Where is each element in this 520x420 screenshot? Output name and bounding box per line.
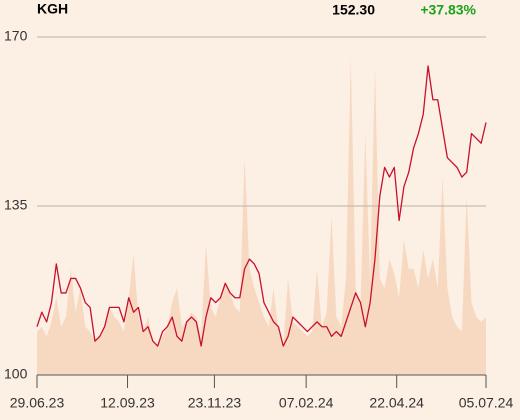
line-layer [36,65,487,347]
x-tick-label: 29.06.23 [10,395,65,411]
x-tick-label: 05.07.24 [459,395,514,411]
grid-layer: 100 135 170 29.06.23 12.09.23 23.11.23 07.02.2… [4,28,513,411]
y-tick-label: 170 [4,28,28,44]
x-tick-label: 12.09.23 [100,395,155,411]
x-tick-label: 07.02.24 [279,395,334,411]
volume-area [37,56,486,376]
last-price: 152.30 [332,2,375,18]
price-change: +37.83% [420,2,476,18]
ticker: KGH [37,1,68,17]
x-tick-label: 22.04.24 [369,395,424,411]
y-tick-label: 135 [4,197,28,213]
y-tick-label: 100 [4,366,28,382]
price-line [36,65,487,347]
x-tick-label: 23.11.23 [188,395,242,411]
volume-layer [37,56,486,376]
